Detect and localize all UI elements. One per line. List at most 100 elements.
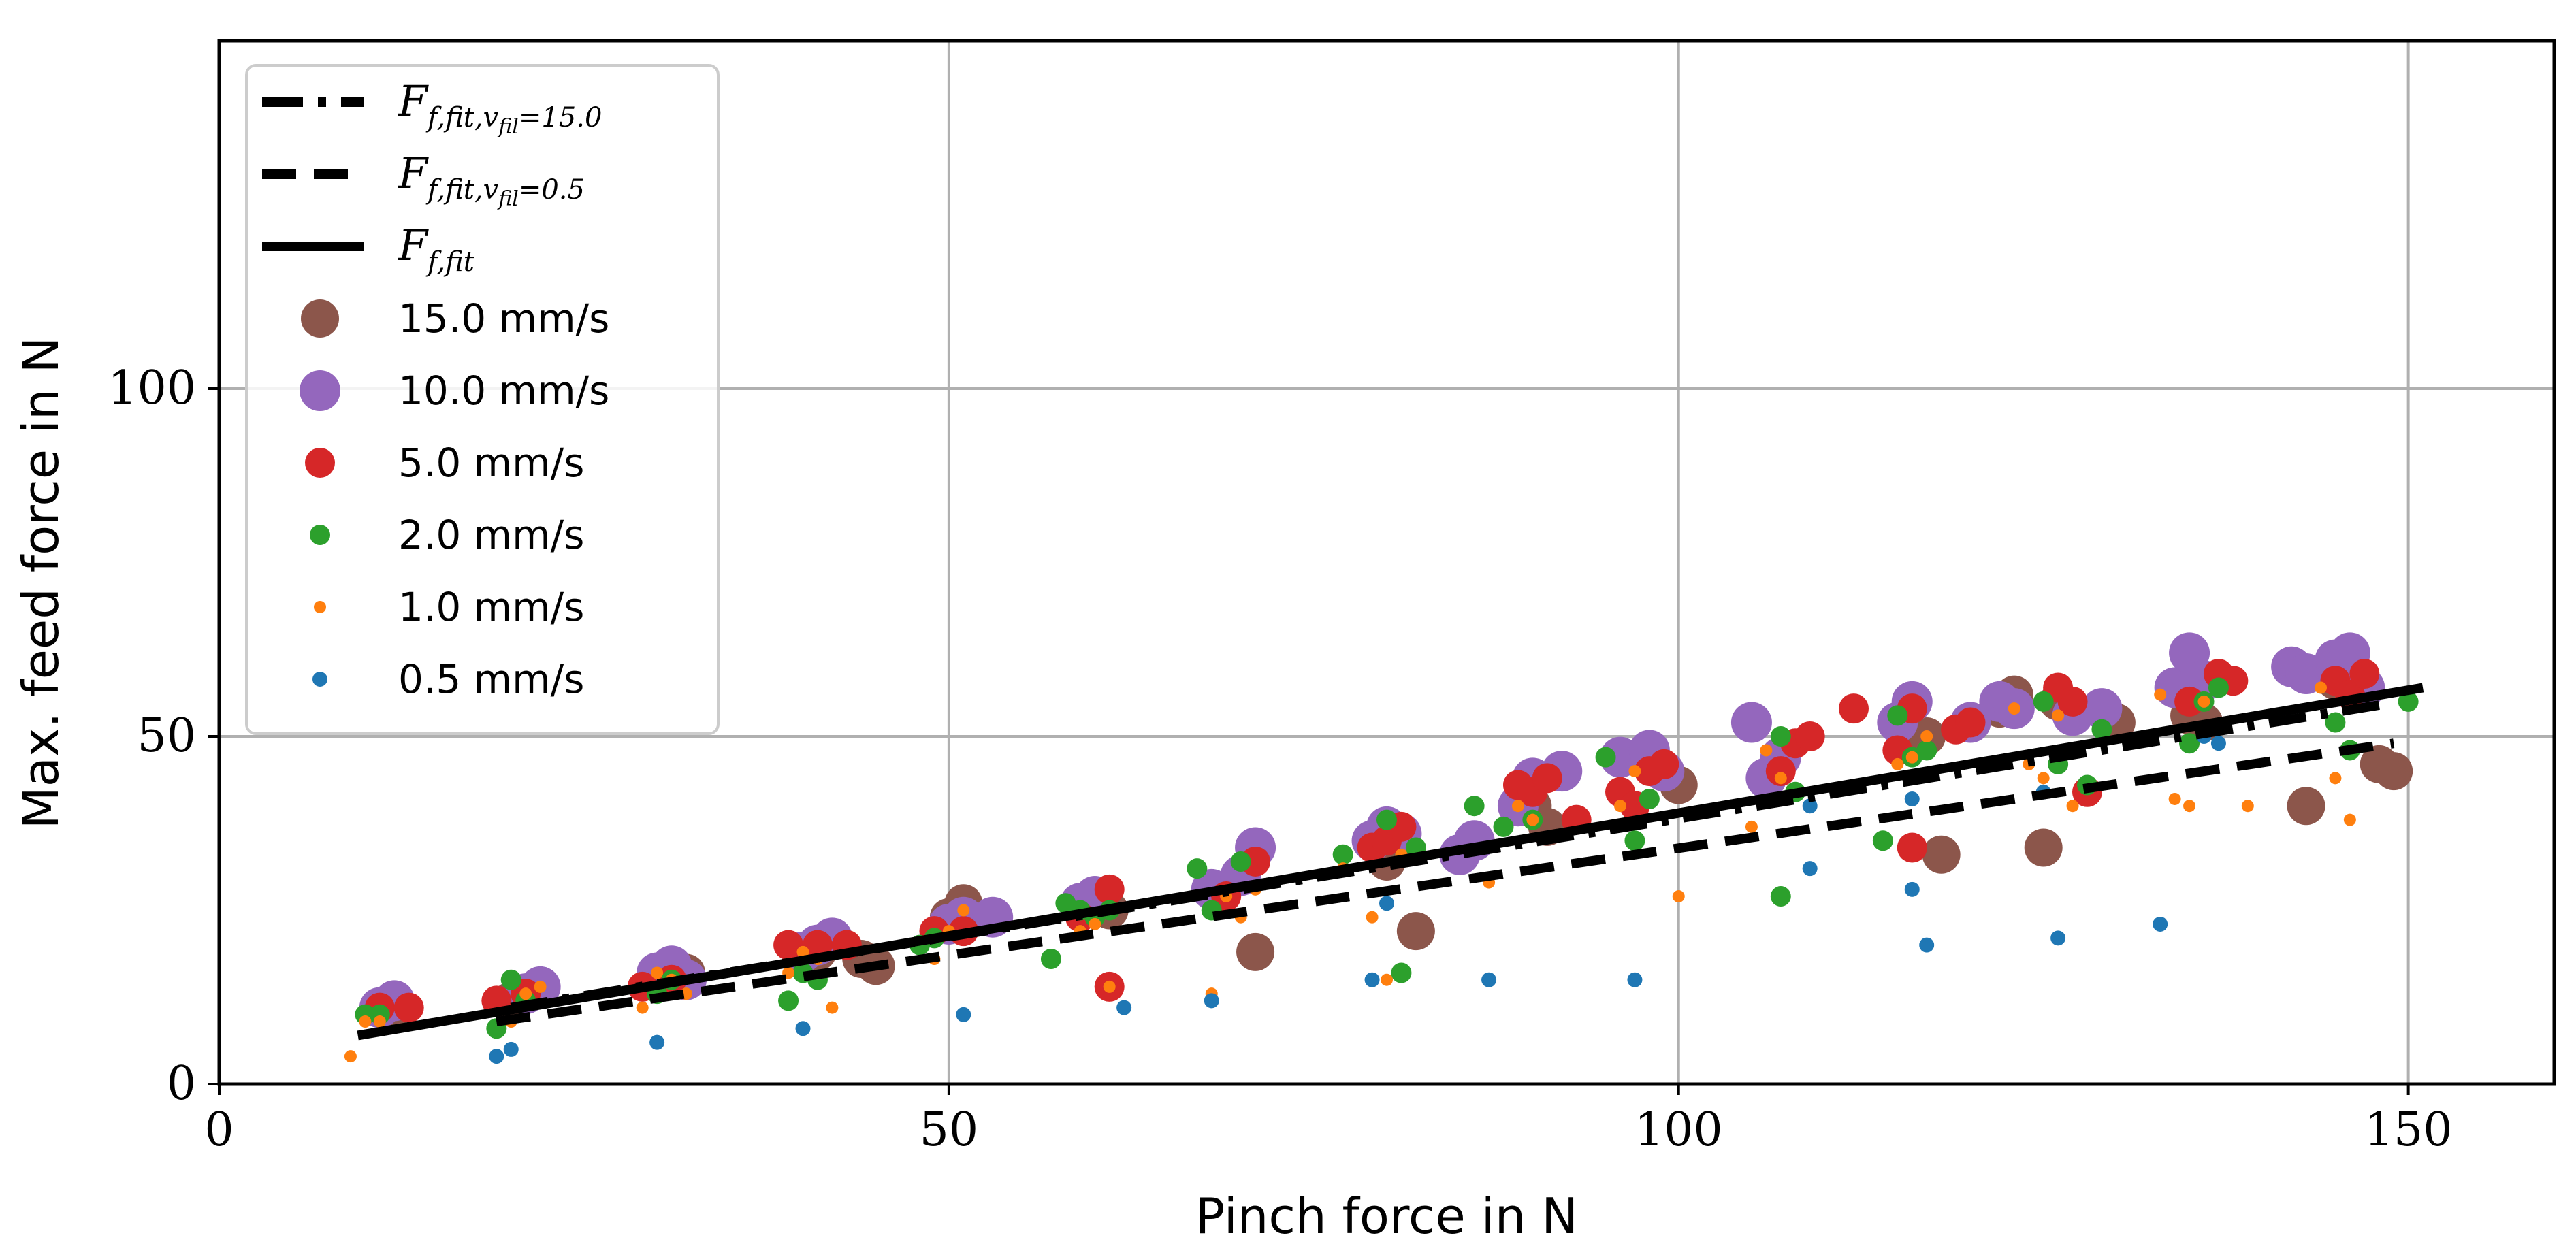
plot-area-frame [217, 39, 2556, 1086]
legend: Ff,fit,vfil=15.0 Ff,fit,vfil=0.5 Ff,fit 15.… [245, 64, 720, 735]
data-point [2349, 659, 2380, 689]
data-point [1872, 830, 1893, 851]
data-point [2154, 688, 2167, 701]
data-point [957, 904, 970, 917]
data-point [2008, 702, 2020, 715]
legend-label: 10.0 mm/s [398, 368, 609, 414]
data-point [1922, 835, 1961, 874]
data-point [489, 1049, 504, 1064]
x-tick-label: 100 [1635, 1103, 1723, 1157]
data-point [1904, 791, 1920, 806]
data-point [2081, 688, 2123, 730]
data-point [344, 1050, 357, 1063]
data-point [1730, 702, 1772, 743]
data-point [1672, 890, 1685, 903]
legend-marker [301, 299, 339, 338]
data-point [773, 930, 804, 960]
data-point [503, 1041, 519, 1057]
data-point [1614, 800, 1626, 813]
x-tick-label: 0 [204, 1103, 234, 1157]
data-point [1887, 705, 1908, 726]
data-point [1187, 858, 1208, 879]
y-axis-label: Max. feed force in N [12, 337, 69, 830]
data-point [1366, 911, 1379, 924]
data-point [1526, 813, 1539, 826]
series-5-points [489, 729, 2226, 1064]
data-point [2179, 733, 2200, 754]
data-point [2343, 813, 2356, 826]
data-point [2052, 709, 2065, 722]
data-point [1379, 896, 1394, 911]
data-point [956, 1007, 971, 1022]
x-axis-label: Pinch force in N [1195, 1188, 1578, 1245]
legend-label: 15.0 mm/s [398, 295, 609, 342]
data-point [2398, 691, 2419, 712]
data-point [1381, 973, 1393, 986]
data-point [519, 987, 532, 1000]
data-point [1639, 788, 1660, 809]
legend-marker [305, 448, 335, 478]
fit-lines [357, 683, 2424, 1041]
data-point [1802, 861, 1818, 877]
data-point [1760, 744, 1773, 757]
data-point [1628, 765, 1641, 778]
legend-marker [312, 672, 327, 687]
data-point [2024, 828, 2063, 867]
data-point [1493, 816, 1514, 837]
data-point [1770, 886, 1791, 907]
data-point [1396, 912, 1435, 951]
data-point [826, 1001, 839, 1014]
data-point [651, 966, 664, 979]
data-point [373, 1015, 386, 1028]
data-point [2033, 691, 2054, 712]
data-point [2037, 772, 2050, 785]
data-point [2168, 792, 2181, 805]
data-point [1236, 932, 1275, 971]
data-point [1891, 757, 1904, 770]
data-point [2174, 686, 2205, 717]
data-point [2287, 787, 2325, 826]
data-point [534, 980, 547, 993]
data-point [2325, 712, 2346, 733]
axis-ticks: 0 50 100 150 0 50 100 [108, 361, 2452, 1157]
data-point [2241, 800, 2254, 813]
data-point [1624, 830, 1645, 851]
y-tick-label: 100 [108, 361, 196, 415]
data-point [2183, 800, 2196, 813]
legend-label: Ff,fit,vfil=0.5 [398, 148, 585, 211]
legend-label: 5.0 mm/s [398, 440, 584, 486]
data-point [1595, 747, 1616, 768]
legend-marker [300, 370, 340, 411]
data-point [1905, 751, 1918, 764]
data-point [2374, 752, 2413, 791]
data-point [2050, 930, 2066, 946]
legend-marker [314, 601, 326, 613]
fit-line-solid [357, 683, 2424, 1041]
legend-label: 0.5 mm/s [398, 656, 584, 702]
y-tick-label: 0 [167, 1057, 196, 1111]
legend-box [245, 64, 720, 735]
data-point [1770, 726, 1791, 747]
legend-marker [310, 525, 330, 545]
data-point [1240, 846, 1271, 877]
data-point [1919, 937, 1935, 953]
data-point [1040, 949, 1061, 970]
data-point [2210, 736, 2226, 751]
data-point [1649, 749, 1679, 779]
legend-label: 1.0 mm/s [398, 584, 584, 630]
data-point [2153, 916, 2168, 932]
data-point [500, 969, 521, 990]
data-point [2091, 719, 2112, 740]
data-point [2208, 677, 2229, 698]
x-tick-label: 50 [920, 1103, 979, 1157]
data-point [1839, 693, 1869, 724]
data-point [1094, 874, 1125, 904]
data-point [1897, 832, 1927, 863]
data-point [649, 1034, 665, 1050]
data-point [1794, 721, 1825, 751]
data-point [1745, 820, 1758, 833]
data-point [1204, 993, 1219, 1009]
data-point [1364, 972, 1380, 987]
